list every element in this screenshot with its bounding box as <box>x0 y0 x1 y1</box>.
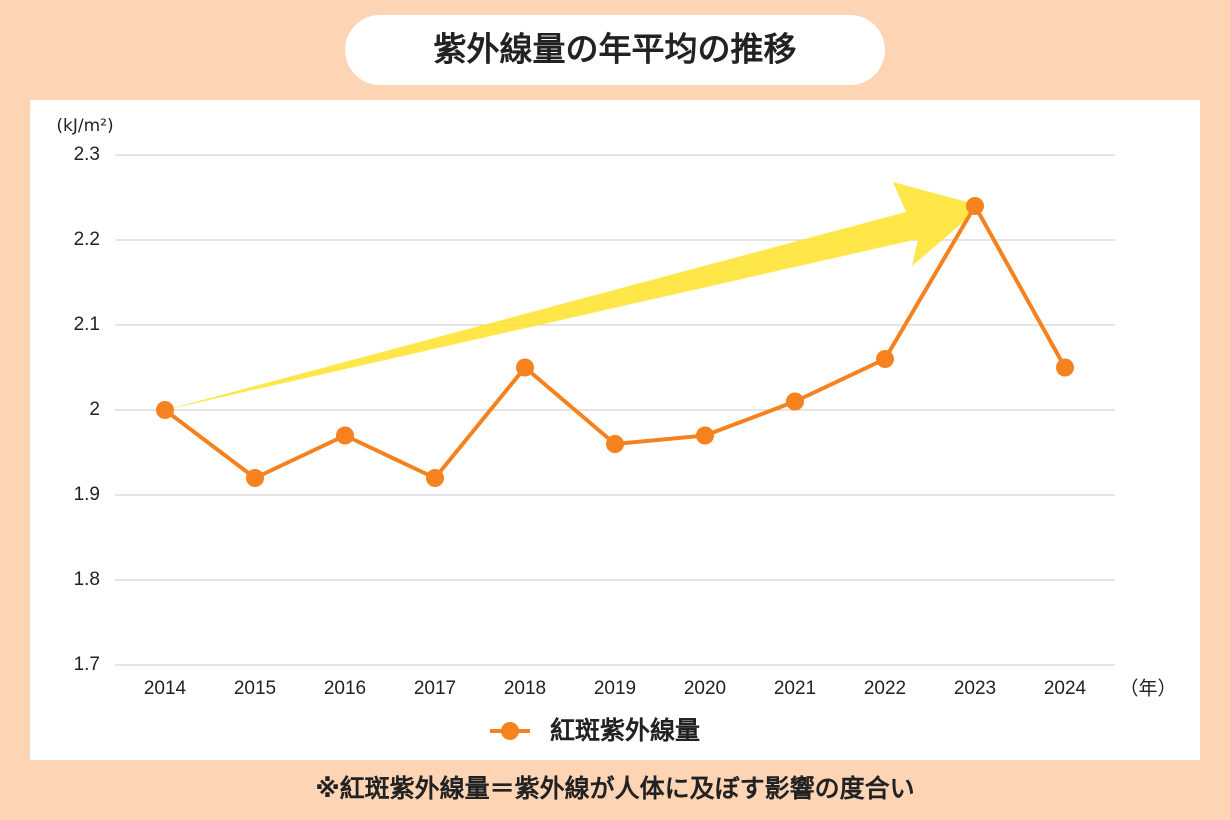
x-tick-label: 2016 <box>324 678 366 699</box>
y-tick-label: 2.3 <box>74 144 100 165</box>
x-tick-label: 2024 <box>1044 678 1087 699</box>
x-tick-label: 2023 <box>954 678 996 699</box>
x-tick-label: 2018 <box>504 678 546 699</box>
x-axis-label: （年） <box>1119 678 1176 700</box>
legend-marker <box>501 722 519 740</box>
x-tick-label: 2017 <box>414 678 456 699</box>
data-point <box>876 350 894 368</box>
chart-title: 紫外線量の年平均の推移 <box>434 30 797 69</box>
x-tick-label: 2019 <box>594 678 636 699</box>
plot-panel <box>30 100 1200 760</box>
x-tick-label: 2022 <box>864 678 906 699</box>
data-point <box>426 469 444 487</box>
title-box <box>345 15 885 85</box>
y-tick-label: 1.9 <box>74 484 100 505</box>
y-tick-label: 2.1 <box>74 314 100 335</box>
plot: 紅斑紫外線量 <box>156 197 1074 745</box>
data-point <box>336 426 354 445</box>
x-tick-label: 2015 <box>234 678 276 699</box>
footnote: ※紅斑紫外線量＝紫外線が人体に及ぼす影響の度合い <box>315 774 914 803</box>
x-tick-label: 2021 <box>774 678 816 699</box>
data-point <box>786 392 804 411</box>
y-axis-label: (kJ/m²) <box>56 116 113 136</box>
data-point <box>696 426 714 445</box>
y-tick-label: 2.2 <box>74 229 100 250</box>
data-point <box>1056 358 1074 377</box>
data-point <box>516 358 534 377</box>
data-point <box>966 197 984 215</box>
y-tick-label: 2 <box>89 399 100 420</box>
data-point <box>156 401 174 419</box>
y-tick-label: 1.8 <box>74 569 100 590</box>
x-tick-label: 2020 <box>684 678 726 699</box>
data-point <box>246 469 264 487</box>
y-tick-label: 1.7 <box>74 654 100 675</box>
legend-label: 紅斑紫外線量 <box>550 716 700 745</box>
grid: 1.7 1.8 1.9 2 2.1 2.2 2.3 2014 2015 2016 2017 2018 2… <box>74 144 1115 699</box>
data-point <box>606 435 624 453</box>
x-tick-label: 2014 <box>144 678 187 699</box>
